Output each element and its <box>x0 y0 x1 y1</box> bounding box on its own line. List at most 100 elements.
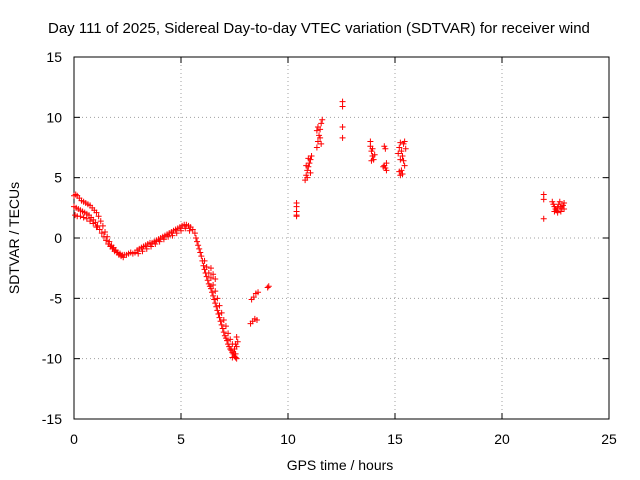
data-point <box>314 138 321 145</box>
data-point <box>382 145 389 152</box>
data-point <box>194 238 201 245</box>
data-point <box>247 320 254 327</box>
data-point <box>232 341 239 348</box>
y-tick-label: 10 <box>46 109 62 125</box>
data-point <box>253 317 260 324</box>
y-tick-label: -15 <box>42 411 62 427</box>
data-point <box>212 288 219 295</box>
data-point <box>178 227 184 234</box>
data-point <box>540 196 547 203</box>
data-point <box>83 215 90 222</box>
data-point <box>319 116 326 123</box>
data-point <box>250 294 257 301</box>
data-point <box>191 230 198 237</box>
data-point <box>219 325 226 332</box>
data-point <box>380 163 387 170</box>
data-point <box>207 265 214 272</box>
data-point <box>211 296 218 303</box>
data-point <box>218 309 225 316</box>
data-point <box>401 162 408 169</box>
data-point <box>383 160 390 167</box>
data-point <box>99 222 106 229</box>
data-point <box>201 257 208 264</box>
data-point <box>265 283 272 290</box>
data-point <box>216 314 223 321</box>
data-point <box>214 295 221 302</box>
data-point <box>210 271 217 278</box>
data-point <box>220 317 227 324</box>
y-tick-label: 5 <box>54 170 62 186</box>
data-point <box>398 167 405 174</box>
data-point <box>304 174 311 181</box>
data-point <box>94 222 101 229</box>
data-point <box>232 350 239 357</box>
data-point <box>305 155 312 162</box>
data-point <box>368 157 375 164</box>
x-axis-label: GPS time / hours <box>287 457 394 473</box>
data-point <box>148 243 155 250</box>
data-point <box>371 151 378 158</box>
data-point <box>229 354 236 361</box>
data-point <box>100 233 107 240</box>
x-tick-label: 15 <box>387 431 403 447</box>
data-point <box>556 198 563 205</box>
data-point <box>214 307 221 314</box>
data-point <box>293 213 300 220</box>
y-tick-label: -5 <box>50 290 63 306</box>
data-point <box>224 337 231 344</box>
data-point <box>398 148 405 155</box>
data-point <box>307 169 314 176</box>
data-point <box>212 276 219 283</box>
data-point <box>313 127 320 134</box>
data-point <box>317 134 324 141</box>
x-tick-label: 10 <box>280 431 296 447</box>
data-point <box>197 249 204 256</box>
y-tick-label: 15 <box>46 49 62 65</box>
data-point <box>165 233 172 240</box>
data-point <box>195 242 202 249</box>
data-point <box>198 253 205 260</box>
data-point <box>227 336 234 343</box>
data-point <box>97 218 104 225</box>
data-point <box>207 274 214 281</box>
data-point <box>217 318 224 325</box>
data-point <box>186 227 193 234</box>
data-point <box>96 226 103 233</box>
data-point <box>95 213 102 220</box>
data-point <box>139 248 146 255</box>
data-point <box>203 273 210 280</box>
data-point <box>173 230 180 237</box>
data-point <box>189 226 196 233</box>
data-point <box>98 230 105 237</box>
data-point <box>169 232 176 239</box>
data-point <box>255 289 262 296</box>
data-point <box>192 235 199 241</box>
y-tick-label: -10 <box>42 351 62 367</box>
data-point <box>264 284 271 291</box>
data-point <box>135 250 142 257</box>
data-point <box>196 245 203 252</box>
data-point <box>561 206 568 213</box>
x-tick-label: 5 <box>177 431 185 447</box>
data-point <box>216 302 223 309</box>
data-point <box>200 262 207 269</box>
data-point <box>143 245 150 252</box>
data-point <box>561 200 568 207</box>
data-point <box>156 238 163 245</box>
data-point <box>397 139 404 146</box>
data-point <box>339 134 346 141</box>
data-point <box>103 237 110 244</box>
data-point <box>402 145 409 152</box>
data-point <box>339 103 346 110</box>
data-point <box>318 140 325 147</box>
data-point <box>313 144 320 151</box>
data-point <box>225 330 232 337</box>
data-point <box>204 277 211 284</box>
data-point <box>397 156 404 163</box>
data-point <box>212 300 219 307</box>
data-point <box>399 171 406 178</box>
data-point <box>213 303 220 310</box>
gridlines <box>74 57 609 419</box>
data-point <box>233 355 240 362</box>
x-tick-label: 25 <box>601 431 617 447</box>
